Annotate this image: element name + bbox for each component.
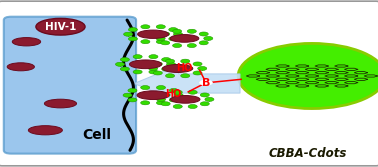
Circle shape	[129, 28, 138, 32]
Circle shape	[161, 41, 170, 45]
Circle shape	[181, 74, 190, 78]
Text: Cell: Cell	[82, 128, 111, 142]
Polygon shape	[134, 65, 240, 102]
Circle shape	[166, 59, 175, 63]
Circle shape	[200, 102, 209, 106]
Circle shape	[141, 86, 150, 90]
Circle shape	[153, 71, 162, 75]
Circle shape	[188, 90, 197, 94]
Circle shape	[149, 70, 158, 74]
Circle shape	[199, 41, 208, 45]
Text: CBBA-Cdots: CBBA-Cdots	[269, 147, 347, 160]
Circle shape	[238, 43, 378, 109]
Circle shape	[174, 93, 183, 97]
Circle shape	[156, 86, 166, 90]
Circle shape	[149, 66, 158, 70]
Circle shape	[166, 62, 175, 66]
Circle shape	[149, 55, 158, 59]
Ellipse shape	[137, 91, 169, 100]
Circle shape	[198, 66, 207, 70]
Circle shape	[193, 71, 202, 75]
Text: HO: HO	[165, 89, 181, 99]
Circle shape	[162, 58, 171, 62]
Ellipse shape	[163, 64, 193, 72]
Circle shape	[156, 101, 166, 105]
Circle shape	[187, 29, 196, 33]
Circle shape	[141, 40, 150, 44]
Circle shape	[169, 37, 178, 41]
FancyBboxPatch shape	[4, 17, 136, 154]
Circle shape	[173, 105, 182, 109]
Circle shape	[200, 93, 209, 97]
Circle shape	[133, 70, 142, 74]
Circle shape	[120, 58, 129, 62]
Circle shape	[129, 37, 138, 41]
Text: HO: HO	[177, 63, 193, 73]
Circle shape	[124, 32, 133, 36]
Ellipse shape	[138, 30, 169, 38]
Ellipse shape	[170, 35, 199, 42]
Ellipse shape	[28, 126, 62, 135]
Circle shape	[156, 25, 165, 29]
Circle shape	[156, 36, 165, 40]
Ellipse shape	[36, 18, 85, 35]
Circle shape	[162, 67, 171, 71]
Text: HIV-1: HIV-1	[45, 22, 76, 32]
Circle shape	[161, 93, 170, 97]
Circle shape	[115, 62, 124, 66]
Circle shape	[173, 90, 182, 94]
Circle shape	[199, 32, 208, 36]
Circle shape	[188, 105, 197, 109]
Circle shape	[156, 40, 165, 44]
Circle shape	[128, 98, 137, 102]
Ellipse shape	[45, 99, 76, 108]
Ellipse shape	[129, 60, 162, 69]
Circle shape	[205, 97, 214, 101]
Circle shape	[133, 55, 142, 59]
Text: B: B	[202, 78, 210, 88]
Ellipse shape	[12, 38, 40, 46]
Circle shape	[128, 89, 137, 93]
Circle shape	[123, 93, 132, 97]
Circle shape	[204, 36, 213, 40]
Circle shape	[169, 28, 178, 32]
Circle shape	[169, 98, 178, 102]
Circle shape	[141, 101, 150, 105]
Circle shape	[120, 67, 129, 71]
Circle shape	[161, 102, 170, 106]
Circle shape	[141, 25, 150, 29]
Circle shape	[173, 29, 182, 33]
Circle shape	[199, 80, 213, 86]
Circle shape	[181, 59, 190, 63]
Ellipse shape	[7, 63, 34, 71]
Circle shape	[193, 62, 202, 66]
Circle shape	[173, 44, 182, 48]
Circle shape	[169, 89, 178, 93]
Circle shape	[156, 97, 166, 101]
Ellipse shape	[170, 96, 200, 103]
Circle shape	[153, 62, 162, 66]
Circle shape	[174, 32, 183, 36]
Circle shape	[161, 32, 170, 36]
Circle shape	[166, 74, 175, 78]
Circle shape	[187, 44, 196, 48]
